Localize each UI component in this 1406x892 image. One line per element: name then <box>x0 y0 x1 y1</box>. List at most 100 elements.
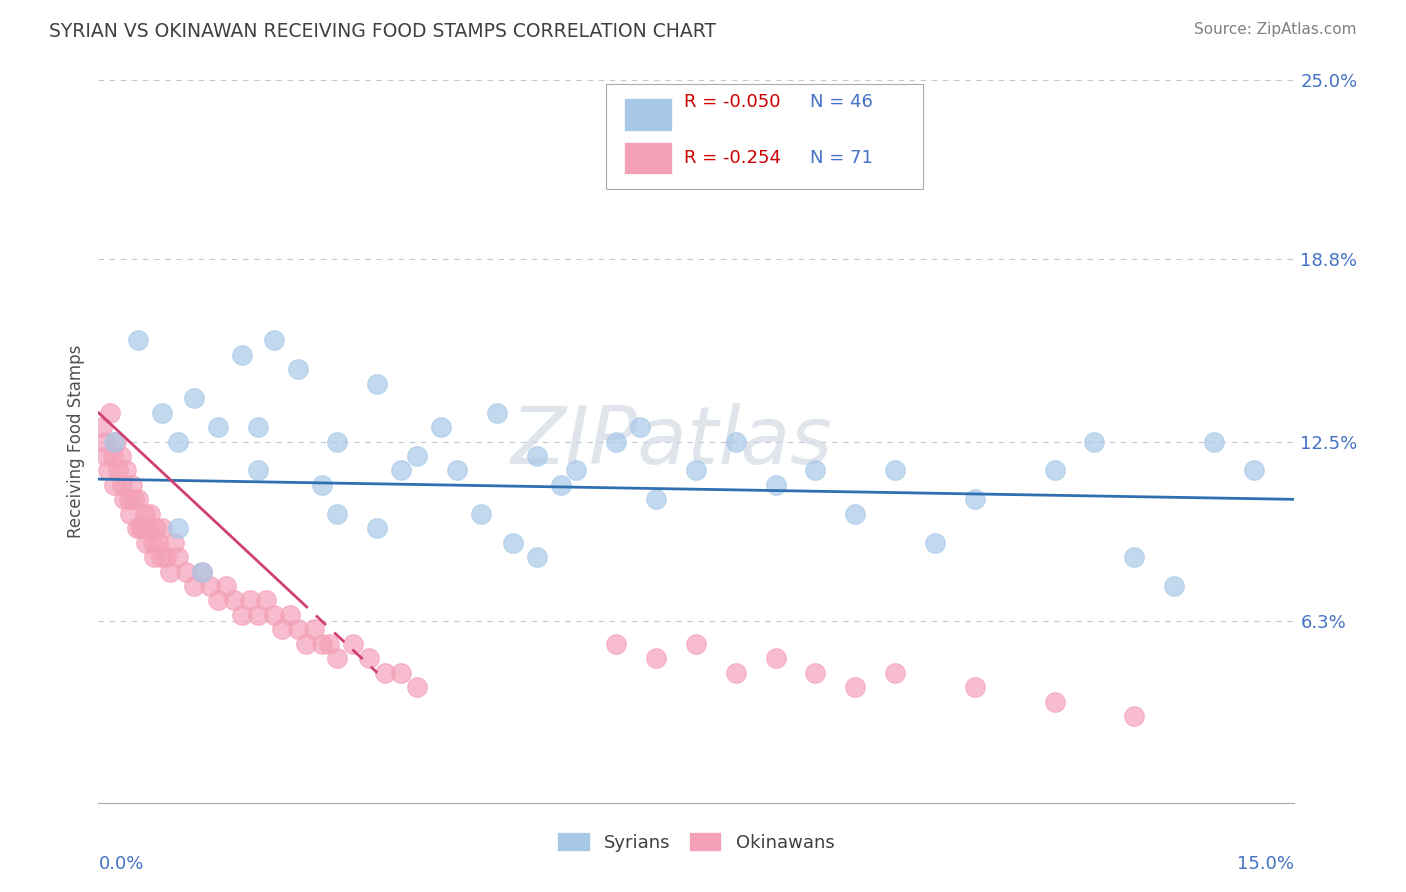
Point <box>1202 434 1225 449</box>
Point <box>150 406 173 420</box>
Point <box>326 507 349 521</box>
Point <box>120 507 142 521</box>
Point <box>91 420 114 434</box>
Point <box>110 449 132 463</box>
Point <box>502 535 524 549</box>
Point <box>1243 463 1265 477</box>
Point <box>485 406 508 420</box>
Point <box>231 607 253 622</box>
Point <box>191 565 214 579</box>
Point <box>125 521 148 535</box>
Point <box>98 406 122 420</box>
Text: Source: ZipAtlas.com: Source: ZipAtlas.com <box>1194 22 1357 37</box>
Point <box>239 593 262 607</box>
Point <box>287 362 309 376</box>
Point <box>145 521 167 535</box>
Point <box>278 607 301 622</box>
Point <box>844 507 866 521</box>
Point <box>270 623 292 637</box>
Point <box>406 680 429 694</box>
Point <box>263 607 285 622</box>
Point <box>207 593 229 607</box>
Point <box>118 492 141 507</box>
Point <box>183 579 205 593</box>
Point <box>207 420 229 434</box>
Point <box>115 463 138 477</box>
Point <box>342 637 364 651</box>
Point <box>127 492 149 507</box>
Point <box>148 535 170 549</box>
Point <box>924 535 946 549</box>
Point <box>366 376 388 391</box>
Point <box>287 623 309 637</box>
Point <box>359 651 381 665</box>
Point <box>215 579 238 593</box>
Point <box>884 463 907 477</box>
Point <box>645 651 668 665</box>
Point <box>134 507 156 521</box>
Point <box>149 550 172 565</box>
Point <box>163 535 186 549</box>
Text: 15.0%: 15.0% <box>1236 855 1294 872</box>
Point <box>565 463 588 477</box>
Point <box>198 579 221 593</box>
Point <box>112 492 135 507</box>
Point <box>1043 463 1066 477</box>
Point <box>94 434 117 449</box>
Point <box>302 623 325 637</box>
Text: N = 71: N = 71 <box>810 149 872 167</box>
Point <box>246 420 269 434</box>
Text: SYRIAN VS OKINAWAN RECEIVING FOOD STAMPS CORRELATION CHART: SYRIAN VS OKINAWAN RECEIVING FOOD STAMPS… <box>49 22 716 41</box>
Bar <box>624 98 672 131</box>
Point <box>1043 695 1066 709</box>
Point <box>107 463 129 477</box>
Point <box>167 434 190 449</box>
Legend: Syrians, Okinawans: Syrians, Okinawans <box>550 824 842 859</box>
Text: R = -0.050: R = -0.050 <box>685 93 780 111</box>
Point <box>1123 550 1146 565</box>
Point <box>526 449 548 463</box>
Point <box>318 637 340 651</box>
Point <box>963 680 986 694</box>
Point <box>222 593 245 607</box>
Point <box>263 334 285 348</box>
Point <box>804 665 827 680</box>
Point <box>311 478 333 492</box>
Point <box>724 434 747 449</box>
Point <box>142 535 165 549</box>
Point <box>150 521 173 535</box>
Point <box>804 463 827 477</box>
Point <box>963 492 986 507</box>
Point <box>183 391 205 405</box>
Point <box>645 492 668 507</box>
Point <box>103 478 125 492</box>
Point <box>101 449 124 463</box>
Point <box>155 550 177 565</box>
Point <box>430 420 453 434</box>
Point <box>174 565 197 579</box>
Point <box>326 434 349 449</box>
Point <box>1163 579 1185 593</box>
Point <box>326 651 349 665</box>
Point <box>311 637 333 651</box>
Point <box>294 637 316 651</box>
Text: 0.0%: 0.0% <box>98 855 143 872</box>
Point <box>366 521 388 535</box>
Point <box>231 348 253 362</box>
Point <box>121 478 143 492</box>
Point <box>139 507 162 521</box>
Point <box>191 565 214 579</box>
Bar <box>624 142 672 174</box>
Point <box>96 449 118 463</box>
Point <box>128 521 150 535</box>
Y-axis label: Receiving Food Stamps: Receiving Food Stamps <box>66 345 84 538</box>
Point <box>127 334 149 348</box>
FancyBboxPatch shape <box>606 84 922 189</box>
Point <box>97 463 120 477</box>
Point <box>685 637 707 651</box>
Point <box>446 463 468 477</box>
Point <box>605 637 627 651</box>
Point <box>526 550 548 565</box>
Point <box>104 434 127 449</box>
Point <box>765 651 787 665</box>
